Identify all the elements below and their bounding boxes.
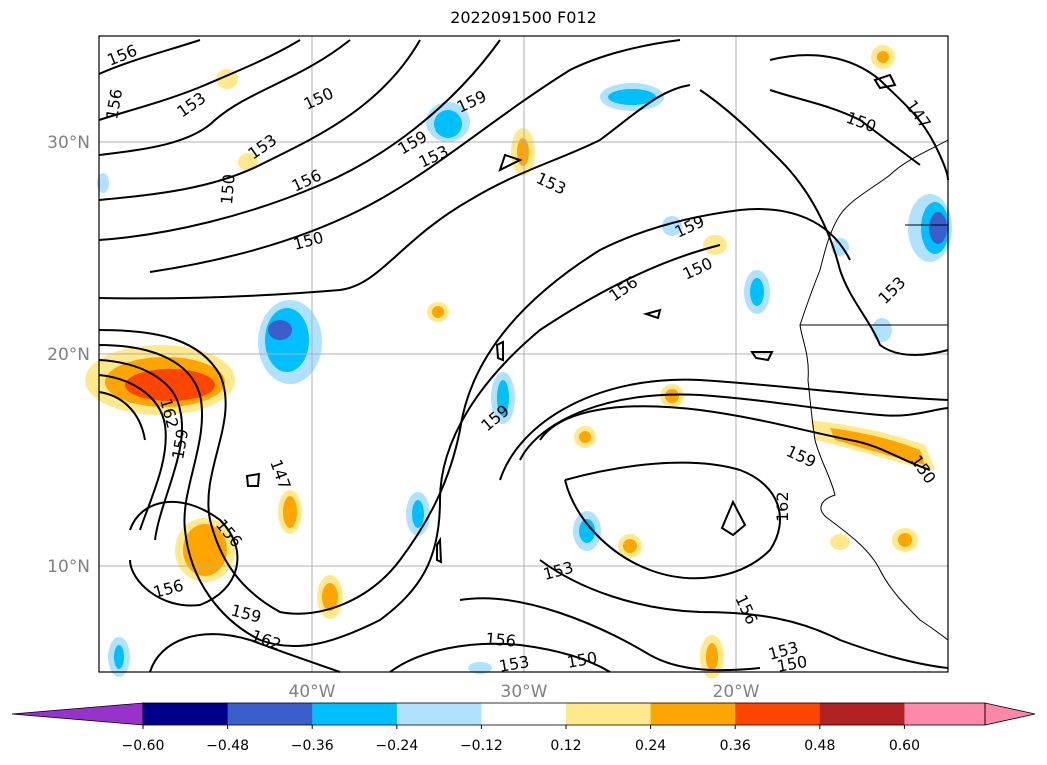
colorbar-segment — [566, 703, 652, 725]
latitude-label: 20°N — [47, 345, 90, 365]
colorbar-tick-label: 0.36 — [720, 738, 751, 754]
colorbar-segment — [396, 703, 482, 725]
colorbar-tick-label: −0.48 — [206, 738, 249, 754]
contour-label: 162 — [773, 491, 792, 522]
map-title: 2022091500 F012 — [450, 8, 597, 27]
colorbar-segment — [819, 703, 905, 725]
longitude-label: 20°W — [713, 682, 760, 702]
colorbar-segment — [735, 703, 821, 725]
colorbar-tick-label: −0.36 — [291, 738, 334, 754]
colorbar-segment — [227, 703, 313, 725]
colorbar: −0.60 −0.48 −0.36 −0.24 −0.12 0.12 0.24 0.36 0.4… — [11, 702, 1036, 754]
colorbar-segment — [312, 703, 398, 725]
coastline — [799, 139, 949, 641]
colorbar-tick-label: −0.12 — [460, 738, 503, 754]
colorbar-extend-low — [11, 702, 144, 726]
latitude-label: 30°N — [47, 133, 90, 153]
colorbar-tick-label: 0.48 — [804, 738, 835, 754]
longitude-label: 40°W — [289, 682, 336, 702]
colorbar-tick-label: 0.60 — [889, 738, 920, 754]
map-area — [85, 36, 952, 679]
colorbar-tick-label: 0.12 — [550, 738, 581, 754]
latitude-label: 10°N — [47, 557, 90, 577]
contour-label: 156 — [485, 629, 517, 651]
map-frame — [98, 35, 949, 673]
longitude-label: 30°W — [501, 682, 548, 702]
colorbar-segment — [143, 703, 229, 725]
colorbar-tick-label: −0.60 — [122, 738, 165, 754]
colorbar-segment — [650, 703, 736, 725]
axis-labels: 30°N 20°N 10°N 40°W 30°W 20°W — [47, 133, 760, 702]
gridlines — [99, 36, 948, 672]
height-contours — [98, 39, 949, 673]
colorbar-segment — [904, 703, 985, 725]
contour-label: 150 — [217, 173, 239, 205]
colorbar-extend-high — [984, 702, 1036, 726]
colorbar-tick-label: 0.24 — [635, 738, 666, 754]
colorbar-tick-label: −0.24 — [375, 738, 418, 754]
colorbar-segment — [481, 703, 567, 725]
